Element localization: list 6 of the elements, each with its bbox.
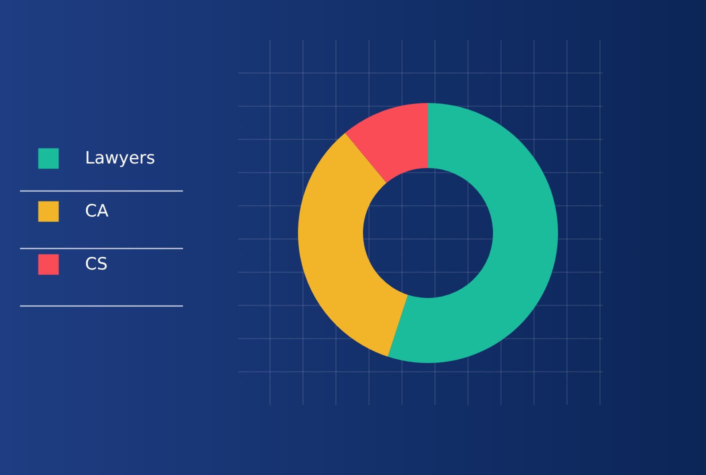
legend-label: CA <box>85 202 109 222</box>
donut-slice <box>388 103 558 363</box>
donut-slice <box>298 132 408 357</box>
legend-label: CS <box>85 254 108 274</box>
legend-label: Lawyers <box>85 148 156 168</box>
donut-slice <box>345 103 428 183</box>
